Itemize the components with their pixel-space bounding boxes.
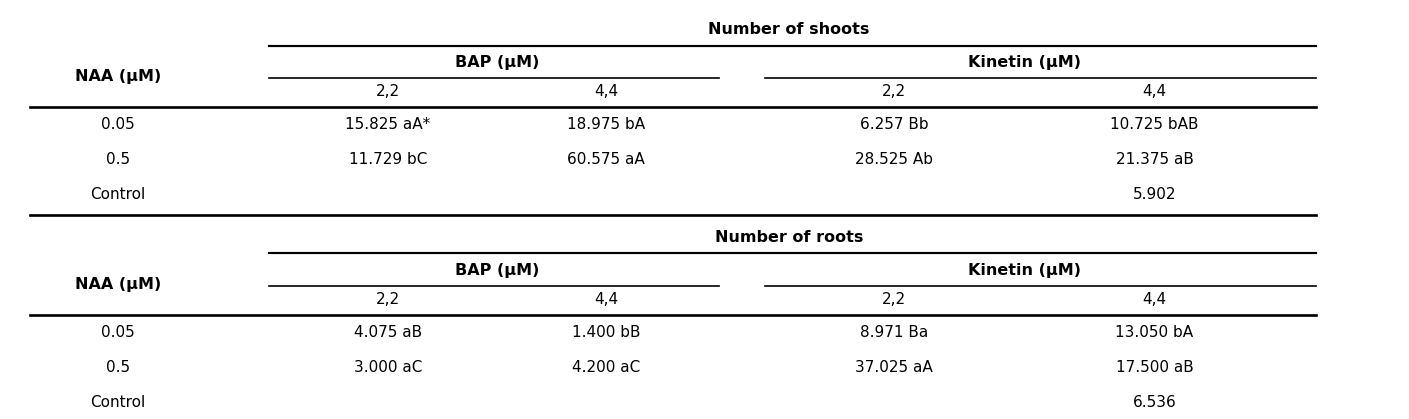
Text: 11.729 bC: 11.729 bC bbox=[349, 152, 427, 167]
Text: 2,2: 2,2 bbox=[376, 292, 400, 307]
Text: 17.500 aB: 17.500 aB bbox=[1116, 360, 1193, 375]
Text: NAA (μM): NAA (μM) bbox=[75, 69, 161, 84]
Text: Control: Control bbox=[90, 187, 145, 202]
Text: 6.257 Bb: 6.257 Bb bbox=[859, 117, 929, 132]
Text: Number of shoots: Number of shoots bbox=[709, 22, 869, 37]
Text: 13.050 bA: 13.050 bA bbox=[1116, 325, 1193, 340]
Text: 0.5: 0.5 bbox=[106, 360, 130, 375]
Text: 37.025 aA: 37.025 aA bbox=[855, 360, 933, 375]
Text: 4,4: 4,4 bbox=[1143, 84, 1167, 99]
Text: Kinetin (μM): Kinetin (μM) bbox=[968, 54, 1081, 70]
Text: Control: Control bbox=[90, 395, 145, 410]
Text: 4.075 aB: 4.075 aB bbox=[354, 325, 423, 340]
Text: 0.05: 0.05 bbox=[101, 117, 135, 132]
Text: 2,2: 2,2 bbox=[376, 84, 400, 99]
Text: 60.575 aA: 60.575 aA bbox=[568, 152, 645, 167]
Text: BAP (μM): BAP (μM) bbox=[455, 263, 540, 277]
Text: 1.400 bB: 1.400 bB bbox=[572, 325, 640, 340]
Text: 0.05: 0.05 bbox=[101, 325, 135, 340]
Text: 8.971 Ba: 8.971 Ba bbox=[861, 325, 929, 340]
Text: 3.000 aC: 3.000 aC bbox=[354, 360, 423, 375]
Text: 2,2: 2,2 bbox=[882, 292, 906, 307]
Text: 0.5: 0.5 bbox=[106, 152, 130, 167]
Text: 28.525 Ab: 28.525 Ab bbox=[855, 152, 933, 167]
Text: 21.375 aB: 21.375 aB bbox=[1116, 152, 1193, 167]
Text: 4,4: 4,4 bbox=[1143, 292, 1167, 307]
Text: Kinetin (μM): Kinetin (μM) bbox=[968, 263, 1081, 277]
Text: 18.975 bA: 18.975 bA bbox=[566, 117, 645, 132]
Text: 5.902: 5.902 bbox=[1133, 187, 1177, 202]
Text: NAA (μM): NAA (μM) bbox=[75, 277, 161, 292]
Text: 10.725 bAB: 10.725 bAB bbox=[1110, 117, 1199, 132]
Text: 4,4: 4,4 bbox=[595, 84, 619, 99]
Text: 2,2: 2,2 bbox=[882, 84, 906, 99]
Text: 6.536: 6.536 bbox=[1133, 395, 1177, 410]
Text: Number of roots: Number of roots bbox=[714, 230, 864, 245]
Text: 4.200 aC: 4.200 aC bbox=[572, 360, 640, 375]
Text: 4,4: 4,4 bbox=[595, 292, 619, 307]
Text: BAP (μM): BAP (μM) bbox=[455, 54, 540, 70]
Text: 15.825 aA*: 15.825 aA* bbox=[345, 117, 431, 132]
